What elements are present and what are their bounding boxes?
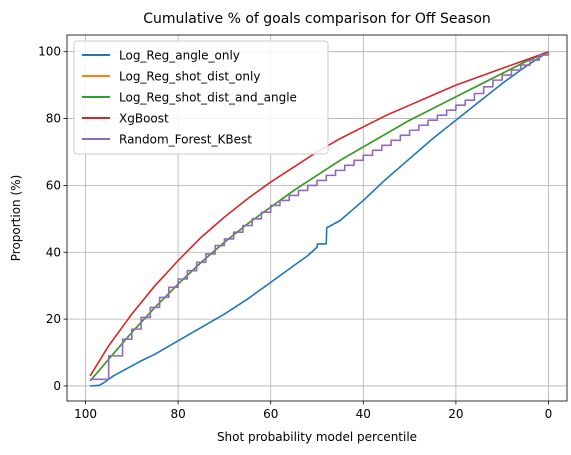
- x-tick-label: 80: [170, 407, 185, 421]
- x-axis-ticks: 100 80 60 40 20 0: [74, 401, 552, 421]
- series-line-log-reg-shot-dist-and-angle: [89, 50, 549, 382]
- y-tick-label: 80: [46, 112, 61, 126]
- y-tick-label: 100: [38, 45, 61, 59]
- x-tick-label: 60: [263, 407, 278, 421]
- legend-label: XgBoost: [119, 112, 169, 126]
- legend-label: Log_Reg_shot_dist_only: [119, 70, 260, 84]
- x-tick-label: 20: [448, 407, 463, 421]
- y-tick-label: 60: [46, 178, 61, 192]
- y-tick-label: 20: [46, 312, 61, 326]
- chart-legend: Log_Reg_angle_only Log_Reg_shot_dist_only…: [73, 40, 329, 155]
- legend-label: Log_Reg_shot_dist_and_angle: [119, 91, 297, 105]
- y-tick-label: 0: [53, 379, 61, 393]
- legend-label: Log_Reg_angle_only: [119, 49, 240, 63]
- series-line-log-reg-angle-only: [90, 51, 549, 387]
- y-axis-ticks: 0 20 40 60 80 100: [38, 45, 67, 393]
- plot-frame: [66, 34, 568, 402]
- x-axis-label: Shot probability model percentile: [217, 430, 417, 444]
- x-tick-label: 100: [74, 407, 97, 421]
- chart-title: Cumulative % of goals comparison for Off…: [143, 11, 491, 27]
- y-tick-label: 40: [46, 245, 61, 259]
- y-axis-label: Proportion (%): [9, 175, 23, 262]
- series-layer: [89, 50, 550, 387]
- series-line-random-forest-kbest: [90, 51, 550, 381]
- x-tick-label: 0: [545, 407, 553, 421]
- x-tick-label: 40: [356, 407, 371, 421]
- legend-box: [73, 40, 329, 155]
- legend-label: Random_Forest_KBest: [119, 133, 252, 147]
